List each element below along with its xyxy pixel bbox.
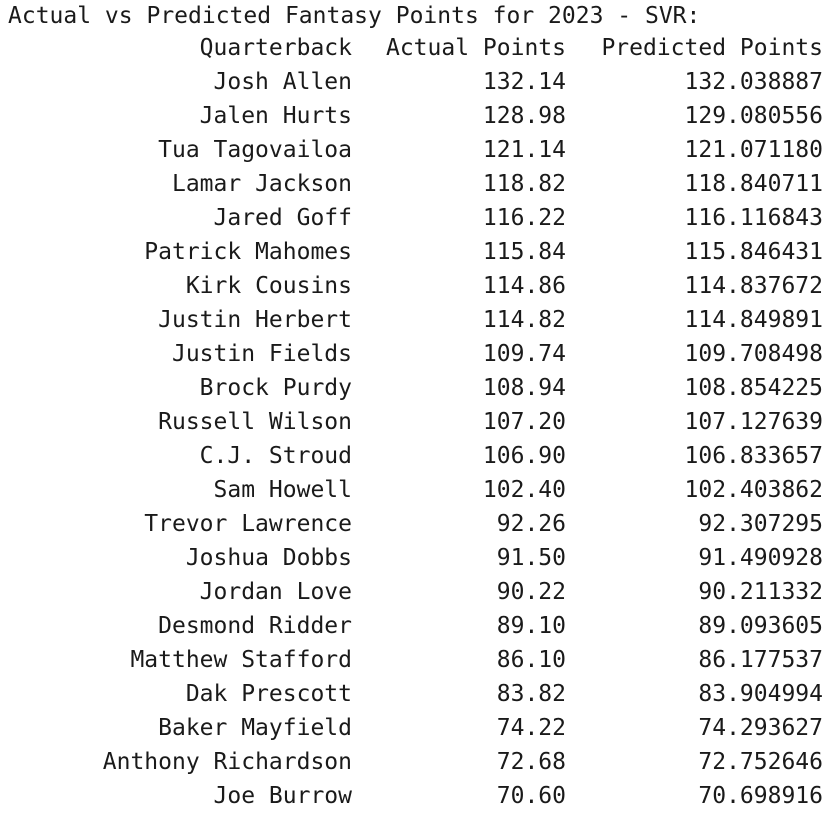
- column-header-actual-points: Actual Points: [385, 35, 566, 61]
- actual-points-cell: 106.90: [482, 443, 566, 469]
- actual-points-cell: 114.82: [482, 307, 566, 333]
- predicted-points-cell: 72.752646: [698, 749, 823, 775]
- predicted-points-cell: 91.490928: [698, 545, 823, 571]
- table-row: Trevor Lawrence 92.26 92.307295: [0, 507, 840, 541]
- table-row: Anthony Richardson 72.68 72.752646: [0, 745, 840, 779]
- table-row: Baker Mayfield 74.22 74.293627: [0, 711, 840, 745]
- actual-points-cell: 115.84: [482, 239, 566, 265]
- quarterback-cell: Josh Allen: [213, 69, 352, 95]
- quarterback-cell: Desmond Ridder: [158, 613, 352, 639]
- predicted-points-cell: 83.904994: [698, 681, 823, 707]
- table-row: C.J. Stroud 106.90 106.833657: [0, 439, 840, 473]
- quarterback-cell: Patrick Mahomes: [144, 239, 352, 265]
- actual-points-cell: 109.74: [482, 341, 566, 367]
- quarterback-cell: Joshua Dobbs: [185, 545, 352, 571]
- table-row: Patrick Mahomes 115.84 115.846431: [0, 235, 840, 269]
- quarterback-cell: Jared Goff: [213, 205, 352, 231]
- actual-points-cell: 116.22: [482, 205, 566, 231]
- table-row: Dak Prescott 83.82 83.904994: [0, 677, 840, 711]
- predicted-points-cell: 108.854225: [684, 375, 823, 401]
- table-row: Joshua Dobbs 91.50 91.490928: [0, 541, 840, 575]
- quarterback-cell: Justin Herbert: [158, 307, 352, 333]
- quarterback-cell: Justin Fields: [171, 341, 352, 367]
- column-header-quarterback: Quarterback: [199, 35, 352, 61]
- actual-points-cell: 89.10: [496, 613, 566, 639]
- actual-points-cell: 86.10: [496, 647, 566, 673]
- predicted-points-cell: 70.698916: [698, 783, 823, 809]
- quarterback-cell: Joe Burrow: [213, 783, 352, 809]
- predicted-points-cell: 115.846431: [684, 239, 823, 265]
- actual-points-cell: 128.98: [482, 103, 566, 129]
- table-row: Joe Burrow 70.60 70.698916: [0, 779, 840, 813]
- quarterback-cell: Lamar Jackson: [171, 171, 352, 197]
- predicted-points-cell: 89.093605: [698, 613, 823, 639]
- table-header-row: Quarterback Actual Points Predicted Poin…: [0, 31, 840, 65]
- quarterback-cell: Sam Howell: [213, 477, 352, 503]
- actual-points-cell: 90.22: [496, 579, 566, 605]
- table-row: Matthew Stafford 86.10 86.177537: [0, 643, 840, 677]
- actual-points-cell: 92.26: [496, 511, 566, 537]
- actual-points-cell: 132.14: [482, 69, 566, 95]
- table-row: Brock Purdy 108.94 108.854225: [0, 371, 840, 405]
- table-row: Justin Fields 109.74 109.708498: [0, 337, 840, 371]
- predicted-points-cell: 114.849891: [684, 307, 823, 333]
- results-table: Quarterback Actual Points Predicted Poin…: [0, 31, 840, 813]
- column-header-predicted-points: Predicted Points: [601, 35, 823, 61]
- predicted-points-cell: 102.403862: [684, 477, 823, 503]
- predicted-points-cell: 114.837672: [684, 273, 823, 299]
- table-row: Jordan Love 90.22 90.211332: [0, 575, 840, 609]
- quarterback-cell: Matthew Stafford: [130, 647, 352, 673]
- table-row: Jared Goff 116.22 116.116843: [0, 201, 840, 235]
- quarterback-cell: Russell Wilson: [158, 409, 352, 435]
- predicted-points-cell: 74.293627: [698, 715, 823, 741]
- table-row: Jalen Hurts 128.98 129.080556: [0, 99, 840, 133]
- predicted-points-cell: 86.177537: [698, 647, 823, 673]
- table-row: Russell Wilson 107.20 107.127639: [0, 405, 840, 439]
- table-row: Lamar Jackson 118.82 118.840711: [0, 167, 840, 201]
- quarterback-cell: Jalen Hurts: [199, 103, 352, 129]
- predicted-points-cell: 118.840711: [684, 171, 823, 197]
- predicted-points-cell: 129.080556: [684, 103, 823, 129]
- actual-points-cell: 102.40: [482, 477, 566, 503]
- table-row: Sam Howell 102.40 102.403862: [0, 473, 840, 507]
- quarterback-cell: C.J. Stroud: [199, 443, 352, 469]
- table-row: Kirk Cousins 114.86 114.837672: [0, 269, 840, 303]
- quarterback-cell: Tua Tagovailoa: [158, 137, 352, 163]
- table-row: Desmond Ridder 89.10 89.093605: [0, 609, 840, 643]
- actual-points-cell: 72.68: [496, 749, 566, 775]
- predicted-points-cell: 90.211332: [698, 579, 823, 605]
- table-row: Josh Allen 132.14 132.038887: [0, 65, 840, 99]
- predicted-points-cell: 107.127639: [684, 409, 823, 435]
- output-title: Actual vs Predicted Fantasy Points for 2…: [8, 3, 701, 29]
- predicted-points-cell: 106.833657: [684, 443, 823, 469]
- predicted-points-cell: 92.307295: [698, 511, 823, 537]
- table-row: Justin Herbert 114.82 114.849891: [0, 303, 840, 337]
- table-body: Josh Allen 132.14 132.038887 Jalen Hurts 128…: [0, 65, 840, 813]
- actual-points-cell: 91.50: [496, 545, 566, 571]
- actual-points-cell: 83.82: [496, 681, 566, 707]
- predicted-points-cell: 116.116843: [684, 205, 823, 231]
- quarterback-cell: Anthony Richardson: [102, 749, 352, 775]
- actual-points-cell: 114.86: [482, 273, 566, 299]
- actual-points-cell: 118.82: [482, 171, 566, 197]
- quarterback-cell: Trevor Lawrence: [144, 511, 352, 537]
- predicted-points-cell: 109.708498: [684, 341, 823, 367]
- quarterback-cell: Jordan Love: [199, 579, 352, 605]
- actual-points-cell: 121.14: [482, 137, 566, 163]
- quarterback-cell: Baker Mayfield: [158, 715, 352, 741]
- table-row: Tua Tagovailoa 121.14 121.071180: [0, 133, 840, 167]
- quarterback-cell: Kirk Cousins: [185, 273, 352, 299]
- actual-points-cell: 74.22: [496, 715, 566, 741]
- actual-points-cell: 108.94: [482, 375, 566, 401]
- predicted-points-cell: 121.071180: [684, 137, 823, 163]
- quarterback-cell: Brock Purdy: [199, 375, 352, 401]
- actual-points-cell: 107.20: [482, 409, 566, 435]
- actual-points-cell: 70.60: [496, 783, 566, 809]
- quarterback-cell: Dak Prescott: [185, 681, 352, 707]
- predicted-points-cell: 132.038887: [684, 69, 823, 95]
